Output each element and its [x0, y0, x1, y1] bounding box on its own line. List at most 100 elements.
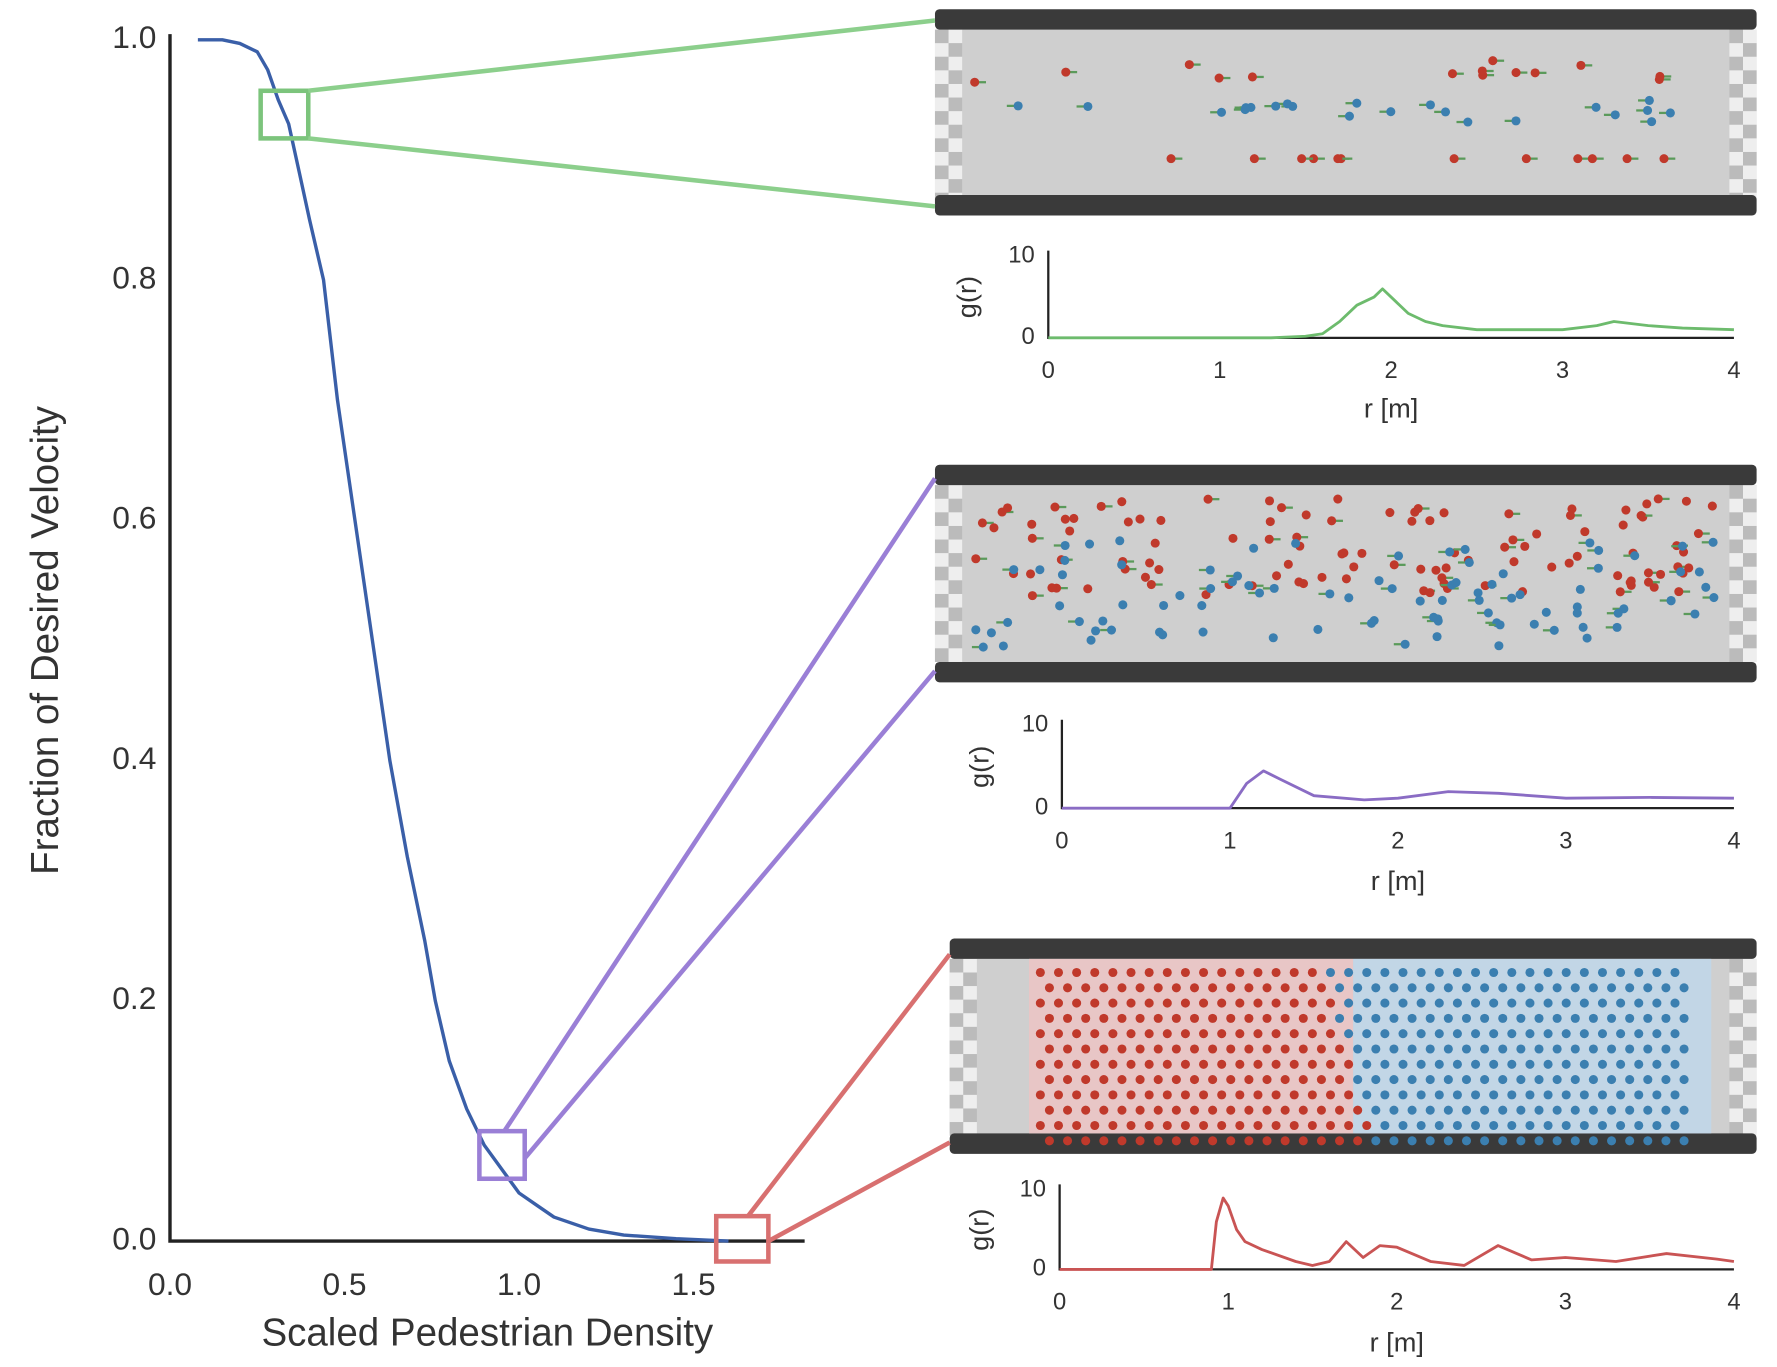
pedestrian: [1634, 968, 1643, 977]
pedestrian: [1199, 1029, 1208, 1038]
pedestrian: [1126, 1121, 1135, 1130]
y-tick-label: 0.0: [112, 1220, 156, 1256]
pedestrian: [1099, 1106, 1108, 1115]
pedestrian: [1380, 999, 1389, 1008]
pedestrian: [1625, 1106, 1634, 1115]
pedestrian: [1083, 584, 1092, 593]
checker: [1743, 553, 1757, 567]
decoration: [261, 21, 950, 1262]
pedestrian: [1054, 1060, 1063, 1069]
pedestrian: [1090, 999, 1099, 1008]
pedestrian: [1156, 516, 1165, 525]
pedestrian: [1643, 1014, 1652, 1023]
checker: [949, 648, 963, 662]
pedestrian: [1380, 1029, 1389, 1038]
pedestrian: [1463, 117, 1472, 126]
pedestrian: [1063, 1136, 1072, 1145]
pedestrian: [1525, 1060, 1534, 1069]
pedestrian: [1266, 517, 1275, 526]
pedestrian: [1344, 1090, 1353, 1099]
data-line: [1060, 1198, 1734, 1269]
pedestrian: [1081, 1136, 1090, 1145]
pedestrian: [1272, 1060, 1281, 1069]
pedestrian: [1061, 515, 1070, 524]
pedestrian: [1281, 1014, 1290, 1023]
pedestrian: [1441, 107, 1450, 116]
pedestrian: [1036, 999, 1045, 1008]
pedestrian: [1516, 983, 1525, 992]
pedestrian: [1087, 636, 1096, 645]
pedestrian: [1206, 565, 1215, 574]
pedestrian: [1154, 1106, 1163, 1115]
pedestrian: [1226, 1106, 1235, 1115]
checker: [1743, 98, 1757, 112]
x-tick-label: 1.5: [672, 1266, 716, 1302]
pedestrian: [1069, 514, 1078, 523]
checker: [935, 553, 949, 567]
pedestrian: [971, 625, 980, 634]
pedestrian: [1124, 517, 1133, 526]
pedestrian: [1117, 983, 1126, 992]
pedestrian: [1302, 510, 1311, 519]
pedestrian: [1117, 1106, 1126, 1115]
x-axis-label: Scaled Pedestrian Density: [261, 1311, 713, 1354]
checker: [949, 98, 963, 112]
pedestrian: [1522, 154, 1531, 163]
checker: [963, 1027, 977, 1041]
pedestrian: [1190, 1044, 1199, 1053]
pedestrian: [1317, 1136, 1326, 1145]
pedestrian: [1272, 999, 1281, 1008]
pedestrian: [1389, 1106, 1398, 1115]
checker: [1743, 635, 1757, 649]
pedestrian: [1580, 1121, 1589, 1130]
checker: [1743, 1068, 1757, 1082]
pedestrian: [1445, 547, 1454, 556]
checker: [963, 1108, 977, 1122]
pedestrian: [1172, 1044, 1181, 1053]
pedestrian: [1471, 968, 1480, 977]
checker: [963, 1013, 977, 1027]
pedestrian: [1565, 559, 1574, 568]
pedestrian: [1063, 1044, 1072, 1053]
checker: [1743, 608, 1757, 622]
pedestrian: [1099, 983, 1108, 992]
pedestrian: [1579, 623, 1588, 632]
pedestrian: [1571, 1106, 1580, 1115]
pedestrian: [1643, 1044, 1652, 1053]
checker: [1743, 179, 1757, 193]
pedestrian: [1695, 567, 1704, 576]
pedestrian: [1228, 534, 1237, 543]
pedestrian: [1249, 544, 1258, 553]
pedestrian: [1380, 968, 1389, 977]
y-tick-label: 0: [1035, 793, 1048, 820]
pedestrian: [1655, 72, 1664, 81]
pedestrian: [1385, 508, 1394, 517]
pedestrian: [1272, 1090, 1281, 1099]
checker: [935, 648, 949, 662]
pedestrian: [1072, 1029, 1081, 1038]
x-tick-label: 1.0: [497, 1266, 541, 1302]
pedestrian: [1065, 526, 1074, 535]
checker: [949, 580, 963, 594]
checker: [1743, 152, 1757, 166]
pedestrian: [1598, 1121, 1607, 1130]
pedestrian: [1534, 983, 1543, 992]
pedestrian: [1544, 1060, 1553, 1069]
pedestrian: [1654, 494, 1663, 503]
pedestrian: [1083, 102, 1092, 111]
pedestrian: [1290, 1090, 1299, 1099]
pedestrian: [1197, 601, 1206, 610]
checker: [963, 972, 977, 986]
data-line: [198, 40, 729, 1241]
pedestrian: [1308, 1090, 1317, 1099]
pedestrian: [1108, 1060, 1117, 1069]
pedestrian: [1135, 515, 1144, 524]
pedestrian: [1614, 609, 1623, 618]
checker: [1743, 70, 1757, 84]
pedestrian: [1063, 983, 1072, 992]
pedestrian: [1680, 1136, 1689, 1145]
pedestrian: [1562, 968, 1571, 977]
checker: [1729, 1068, 1743, 1082]
pedestrian: [1589, 1106, 1598, 1115]
pedestrian: [1054, 1090, 1063, 1099]
